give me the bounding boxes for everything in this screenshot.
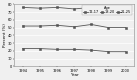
Legend: 12-17, 18-20, 21-25: 12-17, 18-20, 21-25 xyxy=(82,5,132,15)
X-axis label: Year: Year xyxy=(70,73,79,77)
Y-axis label: Percent (%): Percent (%) xyxy=(3,23,7,47)
